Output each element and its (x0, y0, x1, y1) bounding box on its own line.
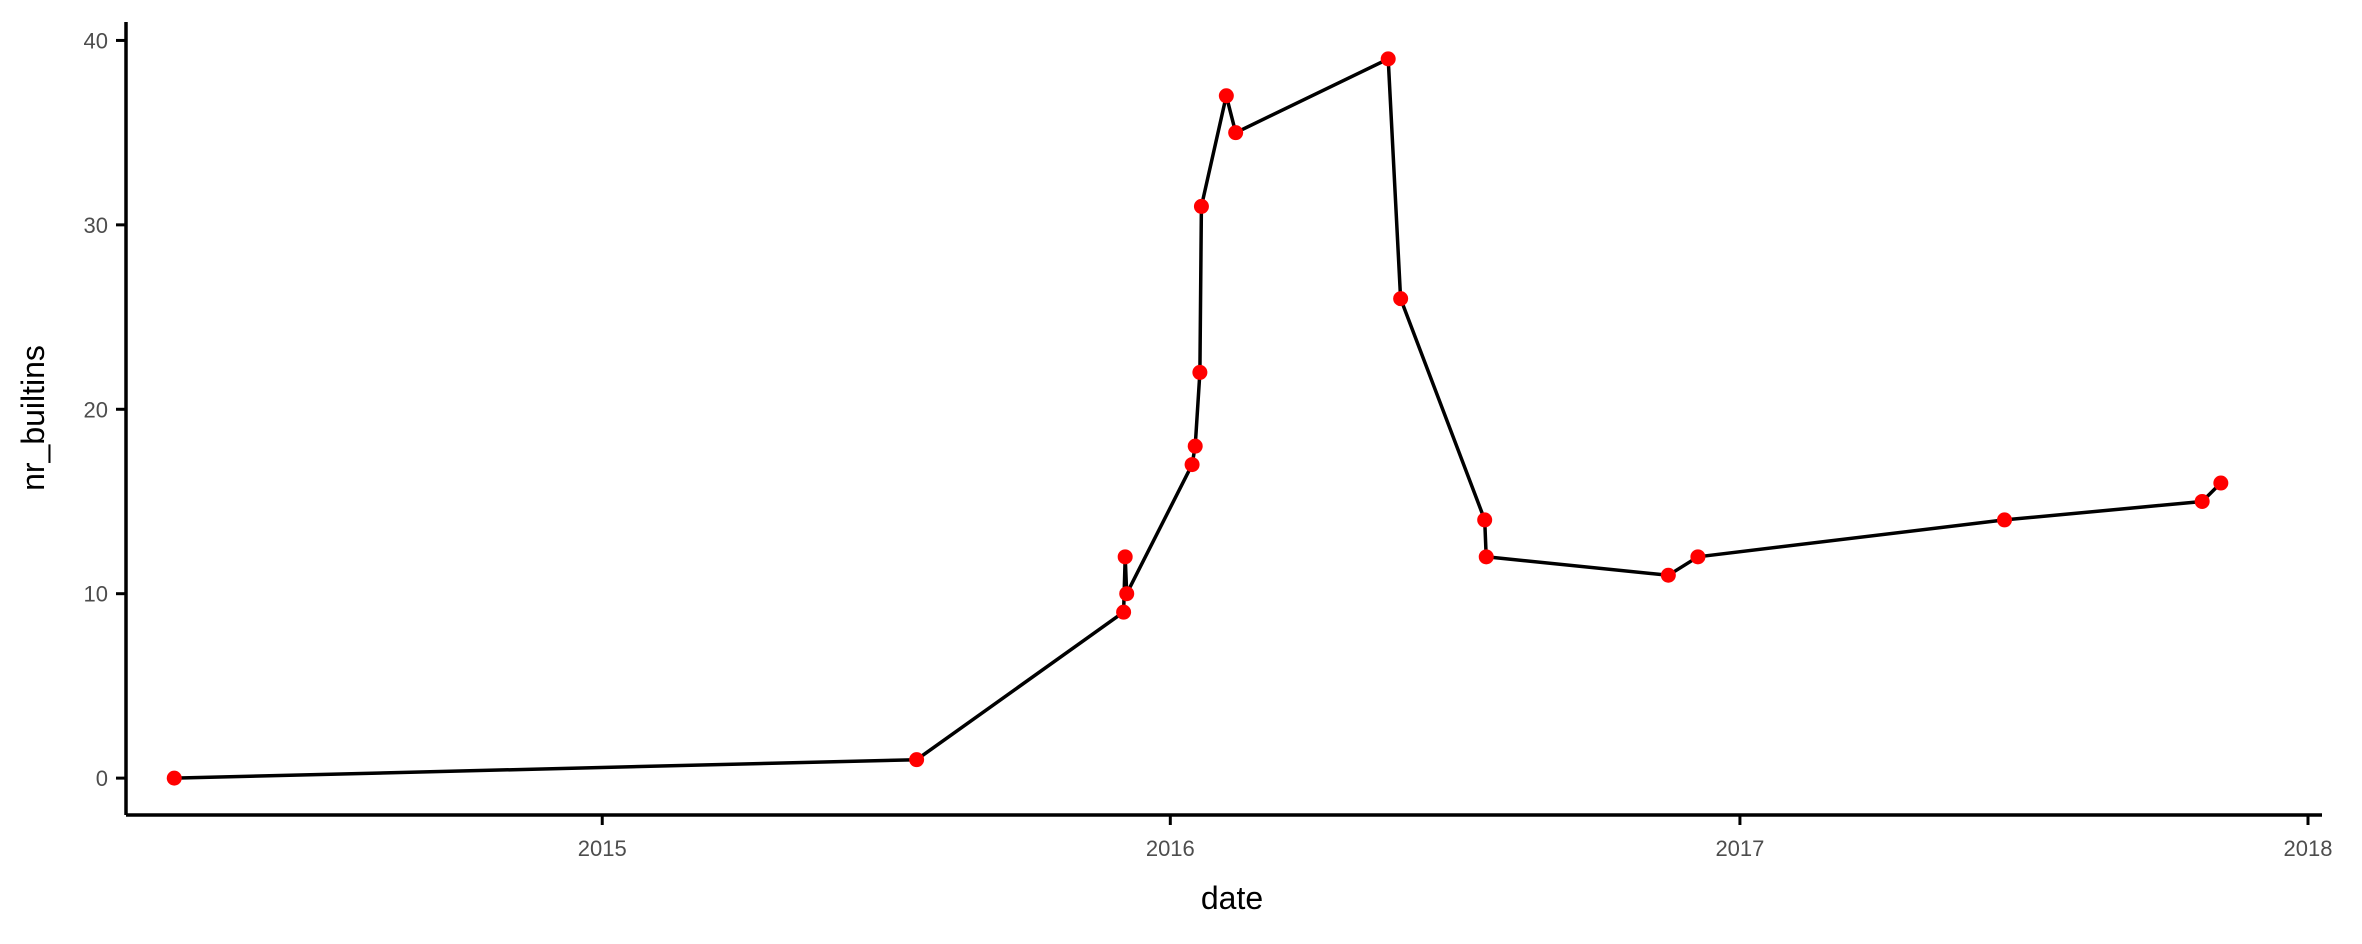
data-point (1218, 88, 1234, 104)
axes-group: 0 10 20 30 40 2015 2016 2017 2018 (84, 22, 2333, 861)
data-point (909, 752, 925, 768)
data-point (1660, 567, 1676, 583)
data-point (1192, 364, 1208, 380)
data-point (2213, 475, 2229, 491)
data-point (1119, 586, 1135, 602)
y-tick-label: 20 (84, 397, 108, 422)
data-point (2194, 493, 2210, 509)
data-point (1380, 51, 1396, 67)
x-tick-label: 2016 (1146, 836, 1195, 861)
data-point (1393, 291, 1409, 307)
data-point (1184, 457, 1200, 473)
data-point (166, 770, 182, 786)
y-tick-label: 30 (84, 213, 108, 238)
series-line-group (174, 57, 2223, 780)
data-point (1193, 198, 1209, 214)
y-axis-title: nr_builtins (15, 345, 51, 491)
data-point (1997, 512, 2013, 528)
data-points-group (166, 51, 2229, 786)
y-tick-label: 0 (96, 766, 108, 791)
y-tick-label: 40 (84, 28, 108, 53)
x-tick-label: 2017 (1715, 836, 1764, 861)
data-point (1187, 438, 1203, 454)
data-point (1228, 125, 1244, 141)
data-point (1116, 604, 1132, 620)
y-tick-label: 10 (84, 582, 108, 607)
series-line (174, 57, 2223, 780)
x-axis-title: date (1201, 880, 1263, 916)
data-point (1117, 549, 1133, 565)
x-tick-label: 2015 (578, 836, 627, 861)
data-point (1690, 549, 1706, 565)
data-point (1477, 512, 1493, 528)
x-tick-label: 2018 (2284, 836, 2333, 861)
data-point (1478, 549, 1494, 565)
